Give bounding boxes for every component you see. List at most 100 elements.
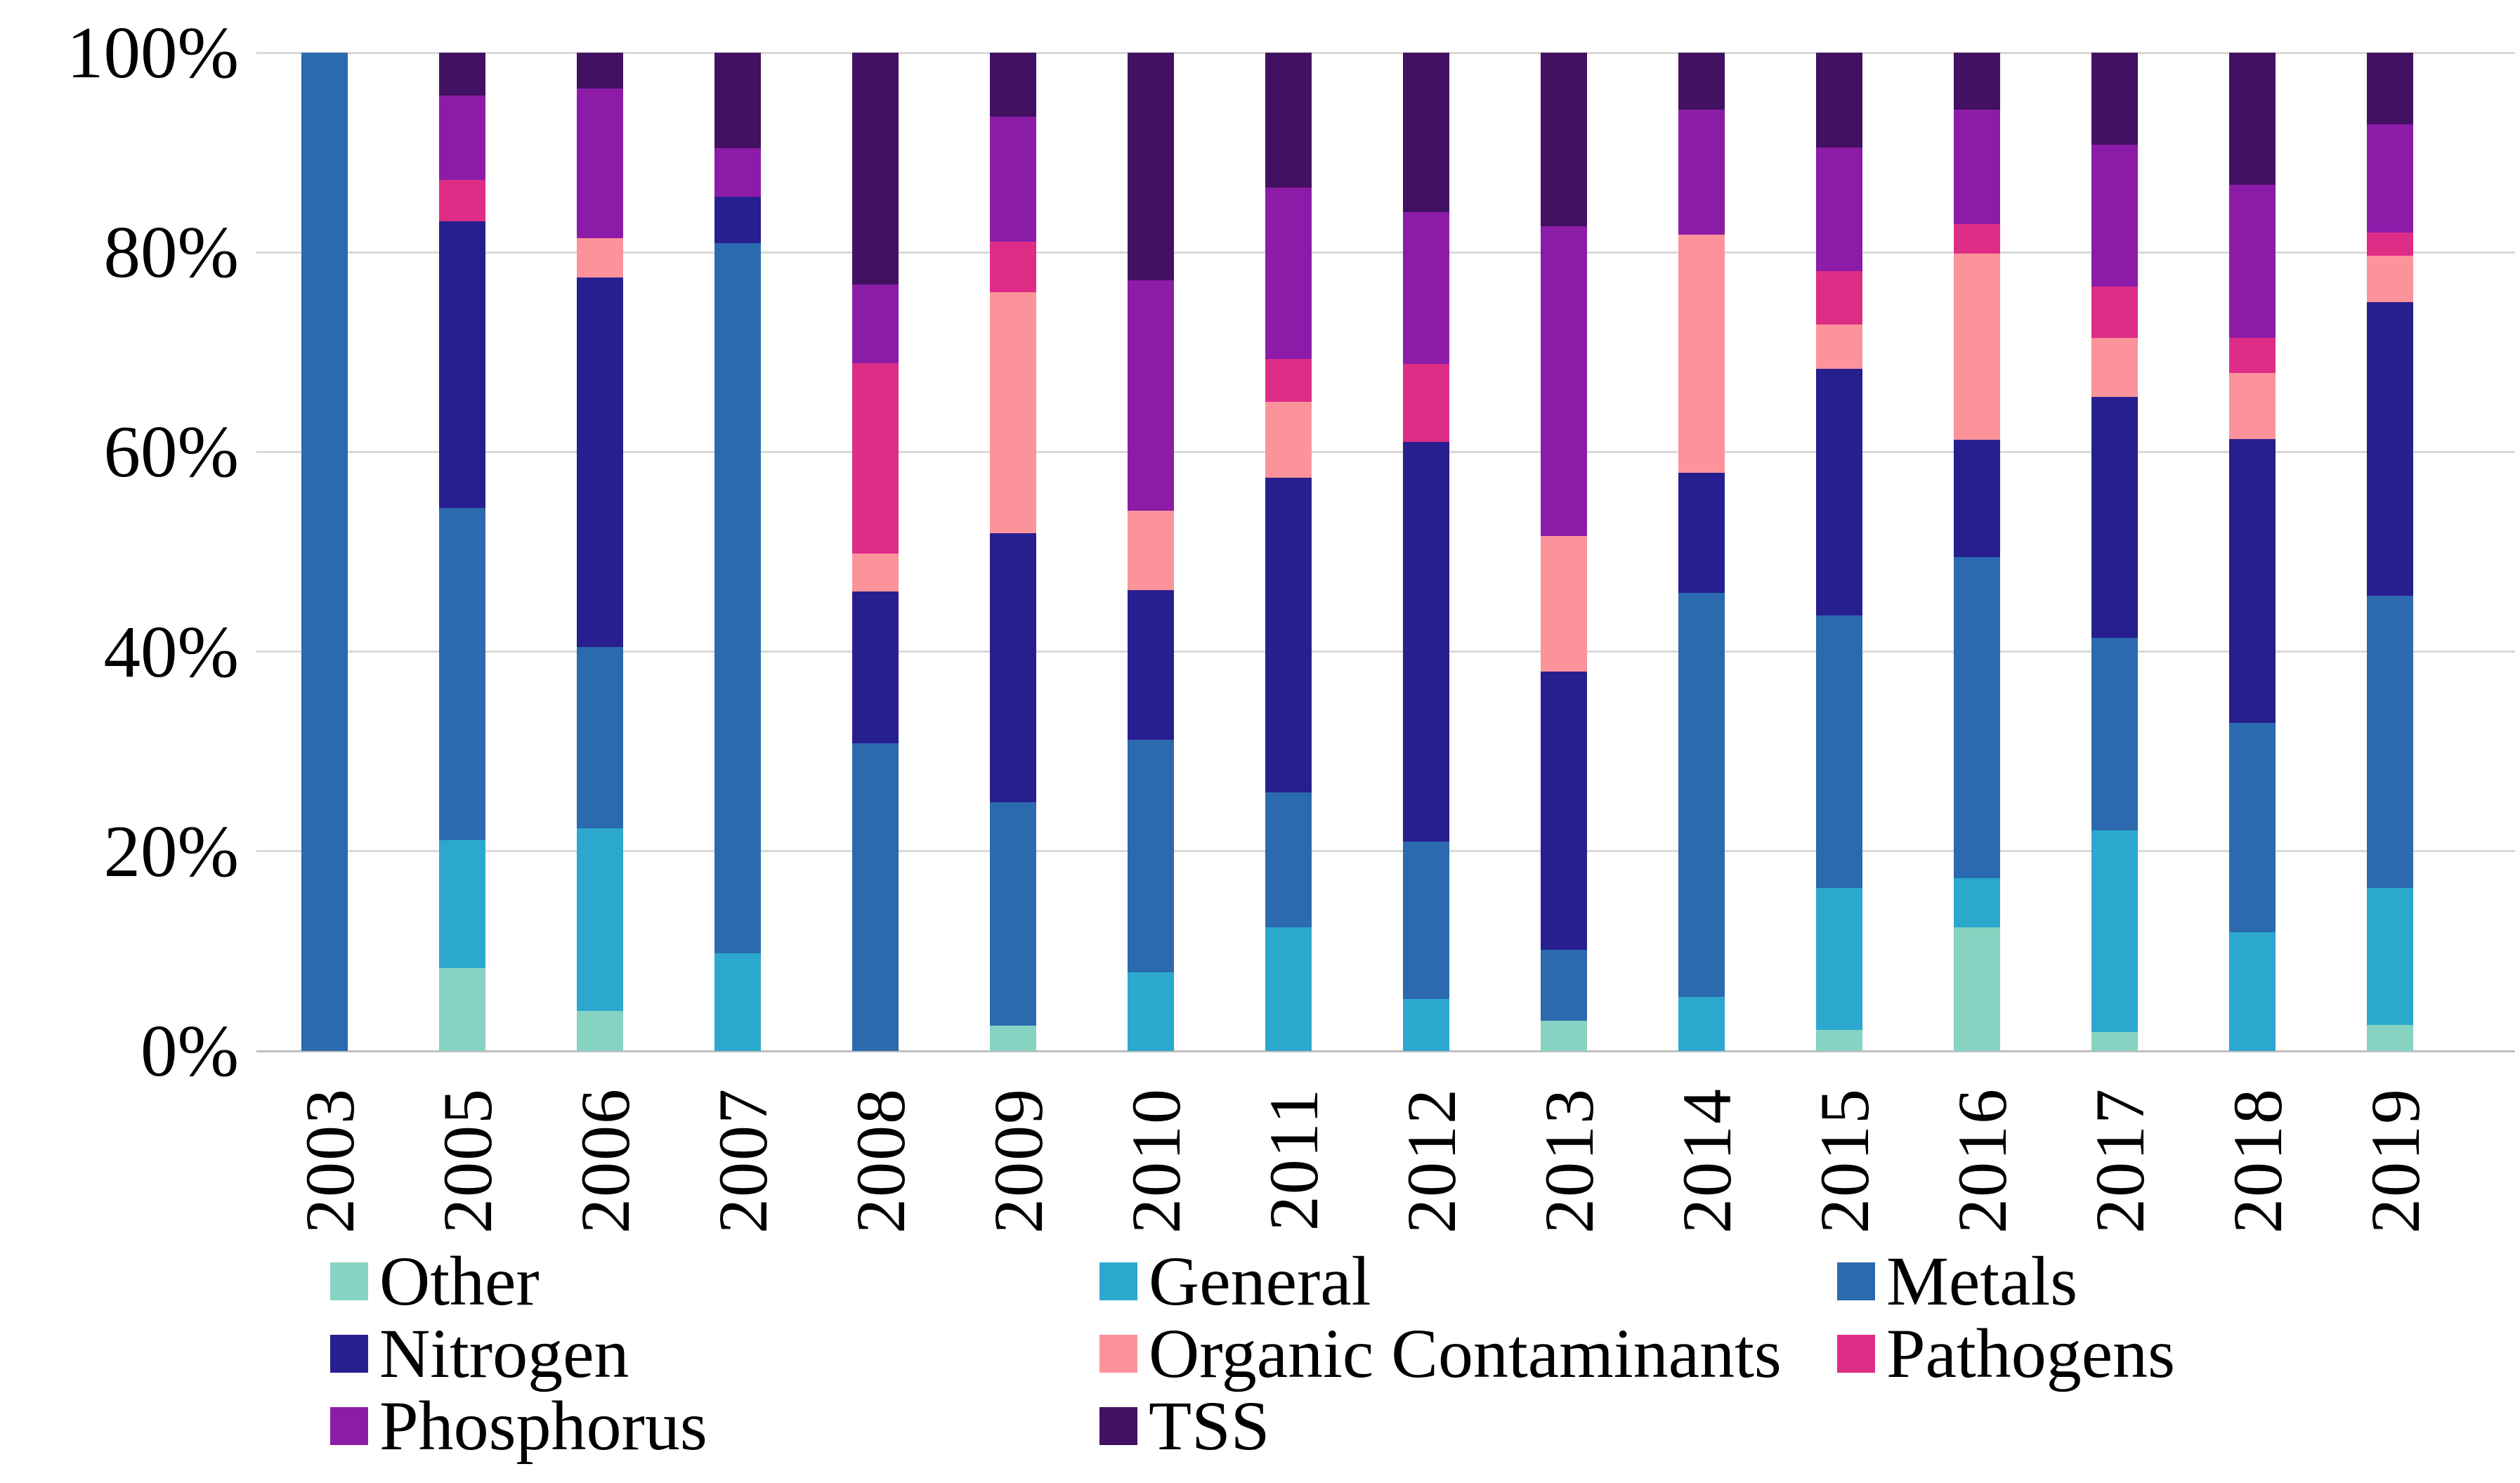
legend-item-other: Other: [330, 1246, 1099, 1317]
legend-swatch-icon: [330, 1334, 368, 1373]
bar-segment-2011-nitrogen: [1265, 478, 1312, 792]
bar-segment-2014-organic-contaminants: [1678, 234, 1725, 473]
x-tick-label-2013: 2013: [1530, 1087, 1608, 1234]
bar-segment-2011-organic-contaminants: [1265, 402, 1312, 478]
bar-2009: [990, 53, 1036, 1051]
bar-segment-2015-tss: [1816, 53, 1862, 148]
bar-segment-2018-nitrogen: [2229, 438, 2276, 723]
bar-segment-2005-phosphorus: [439, 96, 485, 180]
bar-segment-2013-nitrogen: [1541, 672, 1587, 950]
bar-segment-2013-other: [1541, 1021, 1587, 1051]
gridline-0%: [256, 1050, 2515, 1052]
bar-segment-2009-phosphorus: [990, 116, 1036, 242]
bar-segment-2016-tss: [1954, 53, 2000, 110]
gridline-100%: [256, 51, 2515, 54]
bar-segment-2012-metals: [1403, 841, 1449, 1000]
bar-2016: [1954, 53, 2000, 1051]
legend-swatch-icon: [1837, 1262, 1875, 1300]
bar-segment-2005-pathogens: [439, 179, 485, 222]
bar-segment-2012-phosphorus: [1403, 212, 1449, 365]
bar-segment-2015-general: [1816, 888, 1862, 1031]
bar-segment-2015-nitrogen: [1816, 369, 1862, 616]
bar-2008: [852, 53, 899, 1051]
bar-segment-2013-phosphorus: [1541, 226, 1587, 536]
bar-segment-2007-general: [714, 953, 761, 1051]
bar-segment-2008-metals: [852, 743, 899, 1051]
bar-segment-2016-phosphorus: [1954, 110, 2000, 225]
y-tick-label: 40%: [103, 610, 239, 693]
x-tick-label-2007: 2007: [704, 1087, 782, 1234]
bar-segment-2016-metals: [1954, 556, 2000, 879]
bar-segment-2018-phosphorus: [2229, 184, 2276, 339]
bar-segment-2010-general: [1128, 972, 1174, 1051]
legend-swatch-icon: [1837, 1334, 1875, 1373]
bar-segment-2009-tss: [990, 53, 1036, 117]
legend-label: TSS: [1149, 1386, 1270, 1465]
bar-segment-2010-metals: [1128, 739, 1174, 972]
bar-segment-2006-general: [577, 828, 623, 1012]
legend-label: Other: [379, 1241, 540, 1320]
bar-segment-2015-pathogens: [1816, 271, 1862, 325]
x-tick-label-2011: 2011: [1255, 1087, 1333, 1232]
x-tick-label-2016: 2016: [1943, 1087, 2021, 1234]
bar-segment-2005-nitrogen: [439, 221, 485, 508]
bar-segment-2013-tss: [1541, 53, 1587, 227]
bar-2012: [1403, 53, 1449, 1051]
bar-segment-2006-organic-contaminants: [577, 238, 623, 277]
y-tick-label: 0%: [141, 1010, 239, 1092]
bar-segment-2019-pathogens: [2367, 232, 2413, 256]
bar-segment-2008-organic-contaminants: [852, 554, 899, 592]
y-tick-label: 20%: [103, 809, 239, 892]
legend-item-tss: TSS: [1099, 1386, 1837, 1465]
bar-2011: [1265, 53, 1312, 1051]
bar-segment-2011-general: [1265, 927, 1312, 1051]
bar-segment-2007-phosphorus: [714, 148, 761, 197]
legend-label: Organic Contaminants: [1149, 1314, 1782, 1392]
bar-segment-2019-metals: [2367, 596, 2413, 889]
legend-label: Nitrogen: [379, 1314, 629, 1392]
bar-segment-2014-metals: [1678, 592, 1725, 998]
bar-segment-2017-phosphorus: [2091, 144, 2138, 287]
bar-2003: [301, 53, 348, 1051]
y-tick-label: 100%: [67, 11, 239, 93]
legend-item-nitrogen: Nitrogen: [330, 1314, 1099, 1392]
bar-segment-2014-nitrogen: [1678, 473, 1725, 593]
bar-segment-2015-metals: [1816, 615, 1862, 889]
bar-2019: [2367, 53, 2413, 1051]
y-tick-label: 60%: [103, 410, 239, 493]
bar-segment-2016-general: [1954, 878, 2000, 927]
legend: Other General Metals Nitrogen Organic Contam…: [330, 1245, 2175, 1462]
bar-2007: [714, 53, 761, 1051]
bar-segment-2003-metals: [301, 53, 348, 1051]
legend-swatch-icon: [330, 1406, 368, 1445]
bar-segment-2015-other: [1816, 1030, 1862, 1051]
bar-segment-2018-tss: [2229, 53, 2276, 185]
gridline-20%: [256, 850, 2515, 853]
bar-segment-2017-nitrogen: [2091, 397, 2138, 638]
legend-swatch-icon: [1099, 1334, 1137, 1373]
bar-segment-2013-organic-contaminants: [1541, 535, 1587, 672]
bar-segment-2006-other: [577, 1011, 623, 1051]
bar-segment-2019-phosphorus: [2367, 124, 2413, 233]
bar-segment-2017-organic-contaminants: [2091, 338, 2138, 398]
x-tick-label-2015: 2015: [1806, 1087, 1884, 1234]
bar-2013: [1541, 53, 1587, 1051]
x-tick-label-2019: 2019: [2356, 1087, 2434, 1234]
x-tick-label-2014: 2014: [1668, 1087, 1746, 1234]
bar-segment-2008-nitrogen: [852, 592, 899, 744]
bar-segment-2016-organic-contaminants: [1954, 253, 2000, 440]
x-tick-label-2006: 2006: [566, 1087, 644, 1234]
legend-item-metals: Metals: [1837, 1246, 2175, 1317]
bar-segment-2015-phosphorus: [1816, 148, 1862, 272]
legend-item-pathogens: Pathogens: [1837, 1318, 2175, 1389]
bar-segment-2019-general: [2367, 888, 2413, 1026]
bar-segment-2011-metals: [1265, 792, 1312, 927]
legend-swatch-icon: [330, 1262, 368, 1300]
x-tick-label-2003: 2003: [291, 1087, 369, 1234]
x-tick-label-2008: 2008: [842, 1087, 920, 1234]
bar-2010: [1128, 53, 1174, 1051]
bar-segment-2005-metals: [439, 508, 485, 841]
bar-segment-2012-general: [1403, 999, 1449, 1051]
bar-segment-2016-other: [1954, 927, 2000, 1051]
